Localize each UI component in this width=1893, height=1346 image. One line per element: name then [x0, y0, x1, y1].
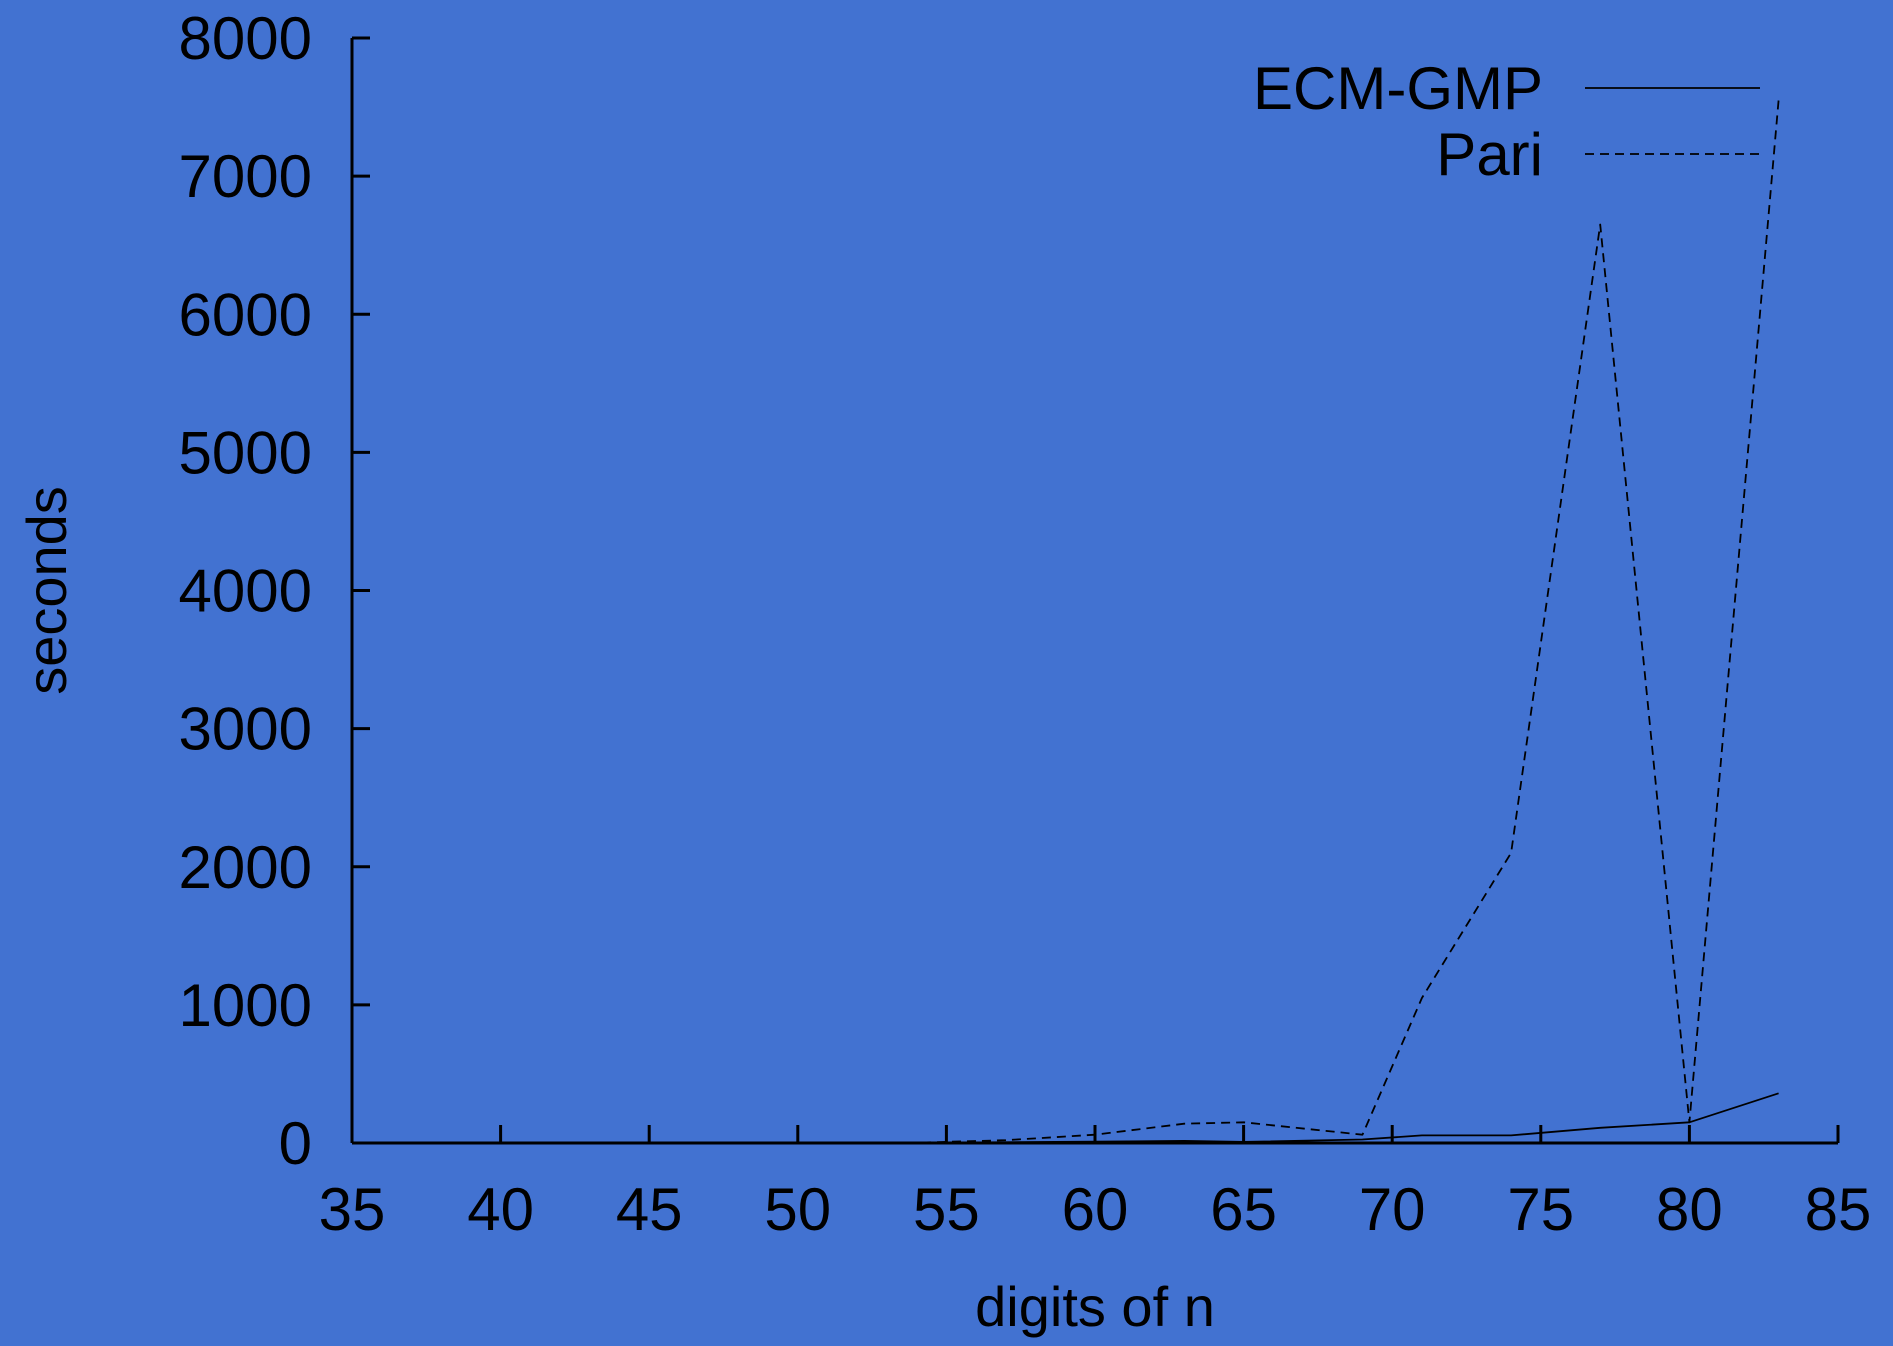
- x-tick-label: 85: [1805, 1176, 1872, 1243]
- x-tick-label: 55: [913, 1176, 980, 1243]
- x-axis-title: digits of n: [975, 1275, 1215, 1338]
- x-tick-label: 45: [616, 1176, 683, 1243]
- x-tick-label: 80: [1656, 1176, 1723, 1243]
- x-tick-label: 40: [467, 1176, 534, 1243]
- series-line-ecm-gmp: [352, 1092, 1779, 1144]
- legend-label: Pari: [1436, 121, 1543, 188]
- x-ticks: 35 40 45 50 55 60 65 70 75 80 85: [319, 1125, 1872, 1243]
- y-tick-label: 4000: [179, 558, 312, 625]
- x-tick-label: 65: [1210, 1176, 1277, 1243]
- y-tick-label: 1000: [179, 972, 312, 1039]
- y-tick-label: 2000: [179, 834, 312, 901]
- series-line-pari: [352, 100, 1780, 1144]
- x-tick-label: 60: [1062, 1176, 1129, 1243]
- y-tick-label: 7000: [179, 143, 312, 210]
- y-tick-label: 3000: [179, 696, 312, 763]
- axes: 0 1000 2000 3000 4000 5000 6000 7000 8000 35 40 45…: [179, 5, 1872, 1243]
- y-tick-label: 5000: [179, 419, 312, 486]
- series-lines: [352, 100, 1780, 1144]
- x-tick-label: 70: [1359, 1176, 1426, 1243]
- x-tick-label: 50: [764, 1176, 831, 1243]
- y-ticks: 0 1000 2000 3000 4000 5000 6000 7000 8000: [179, 5, 370, 1177]
- x-tick-label: 75: [1507, 1176, 1574, 1243]
- x-tick-label: 35: [319, 1176, 386, 1243]
- y-tick-label: 6000: [179, 281, 312, 348]
- y-tick-label: 0: [279, 1110, 312, 1177]
- legend-label: ECM-GMP: [1253, 55, 1543, 122]
- y-axis-title: seconds: [15, 486, 78, 695]
- y-tick-label: 8000: [179, 5, 312, 72]
